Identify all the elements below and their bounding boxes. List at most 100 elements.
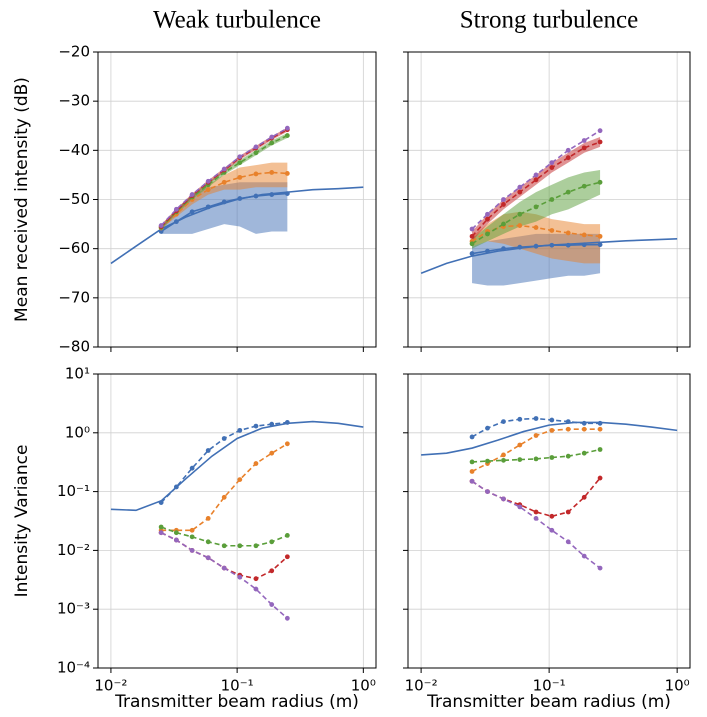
data-point [517, 442, 523, 448]
data-point [501, 202, 506, 207]
data-point [501, 246, 506, 252]
confidence-band [161, 127, 288, 229]
data-point [485, 231, 490, 237]
panel: 10⁻² 10⁻¹ 10⁰ 10⁻⁴ 10⁻³ 10⁻² 10⁻¹ 10⁰ 10¹ Transmi… [12, 365, 377, 712]
data-point [549, 417, 555, 423]
data-point [549, 242, 555, 248]
data-point [284, 615, 290, 621]
axes-frame [407, 51, 691, 348]
y-tick-label: −20 [58, 43, 90, 61]
plot-area [421, 416, 678, 571]
data-point [533, 243, 539, 249]
data-point [205, 187, 211, 193]
data-point [237, 174, 243, 180]
data-point [205, 448, 211, 453]
x-axis-label: Transmitter beam radius (m) [114, 692, 359, 712]
data-point [549, 160, 555, 166]
data-point [581, 494, 587, 500]
data-point [253, 144, 259, 150]
data-point [173, 530, 179, 536]
y-tick-label: 10⁻³ [57, 600, 90, 618]
data-point [549, 165, 555, 170]
series-line [160, 171, 288, 229]
data-point [565, 419, 571, 425]
y-tick-label: −50 [58, 190, 90, 208]
data-point [485, 248, 490, 254]
data-point [533, 177, 539, 183]
data-point [485, 216, 490, 222]
x-axis-label: Transmitter beam radius (m) [426, 692, 671, 712]
data-point [189, 548, 195, 553]
y-tick-label: −30 [58, 92, 90, 110]
data-point [284, 420, 290, 425]
data-point [221, 436, 227, 441]
series-line [421, 421, 678, 456]
data-point [501, 419, 506, 425]
y-tick-label: 10⁻¹ [57, 482, 90, 500]
panel: −80 −70 −60 −50 −40 −30 −20 Weak turbulence Mean… [12, 7, 377, 356]
data-point [269, 140, 275, 146]
data-point [565, 539, 571, 545]
data-point [237, 427, 243, 433]
data-point [533, 204, 539, 210]
data-point [565, 509, 571, 515]
data-point [205, 178, 211, 184]
data-point [565, 147, 571, 153]
y-tick-label: 10⁰ [65, 423, 90, 441]
y-axis-label: Mean received intensity (dB) [12, 77, 32, 322]
data-point [485, 425, 490, 431]
axes-frame [97, 51, 377, 348]
data-point [173, 206, 179, 212]
data-point [469, 241, 475, 247]
data-point [253, 193, 259, 199]
panel-title: Weak turbulence [153, 7, 321, 34]
data-point [501, 457, 506, 463]
data-point [549, 513, 555, 519]
data-point [533, 416, 539, 421]
data-point [485, 489, 490, 494]
data-point [533, 456, 539, 462]
data-point [284, 441, 290, 447]
data-point [173, 484, 179, 490]
data-point [565, 230, 571, 236]
data-point [517, 457, 523, 463]
x-tick-label: 10⁻² [94, 677, 127, 695]
data-point [565, 242, 571, 248]
data-point [549, 228, 555, 233]
data-point [253, 461, 259, 466]
data-point [597, 475, 603, 481]
data-point [284, 125, 290, 131]
series-line [160, 531, 288, 580]
data-point [269, 568, 275, 574]
plot-area [110, 420, 364, 621]
data-point [189, 192, 195, 197]
confidence-band [161, 162, 288, 229]
data-point [205, 539, 211, 545]
data-point [158, 500, 164, 506]
data-point [469, 478, 475, 484]
plot-area [420, 128, 678, 286]
data-point [501, 496, 506, 502]
data-point [501, 197, 506, 202]
x-tick-label: 10⁰ [351, 677, 376, 695]
data-point [565, 155, 571, 161]
data-point [597, 128, 603, 134]
data-point [581, 426, 587, 432]
series-line [471, 141, 601, 237]
data-point [517, 244, 523, 250]
data-point [597, 420, 603, 426]
data-point [205, 555, 211, 561]
data-point [581, 138, 587, 143]
x-tick-label: 10⁰ [665, 677, 690, 695]
data-point [469, 459, 475, 465]
data-point [501, 221, 506, 227]
data-point [581, 450, 587, 456]
data-point [237, 196, 243, 201]
y-axis-label: Intensity Variance [12, 445, 32, 598]
data-point [284, 171, 290, 176]
data-point [581, 242, 587, 248]
data-point [189, 465, 195, 471]
data-point [221, 166, 227, 172]
data-point [284, 554, 290, 560]
